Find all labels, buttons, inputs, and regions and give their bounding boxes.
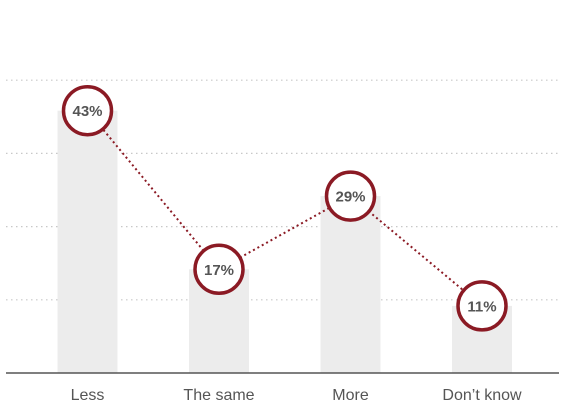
bar-1 — [57, 110, 118, 373]
marker-4 — [456, 280, 508, 332]
data-label-4: 11% — [467, 298, 496, 315]
marker-1 — [61, 84, 114, 137]
category-label-3: More — [332, 387, 369, 404]
marker-2 — [193, 243, 245, 296]
connector-layer — [86, 110, 483, 307]
data-label-3: 29% — [335, 189, 365, 206]
category-label-4: Don’t know — [442, 387, 522, 404]
connector-line — [86, 110, 483, 307]
bar-3 — [320, 196, 381, 373]
category-label-2: The same — [183, 387, 254, 404]
data-label-1: 43% — [72, 103, 102, 120]
marker-layer: 43% 17% 29% 11% — [61, 84, 508, 332]
category-label-layer: Less The same More Don’t know — [71, 387, 522, 404]
category-label-1: Less — [71, 387, 105, 404]
data-label-2: 17% — [204, 262, 234, 279]
bar-layer — [57, 110, 512, 373]
marker-3 — [324, 170, 377, 222]
